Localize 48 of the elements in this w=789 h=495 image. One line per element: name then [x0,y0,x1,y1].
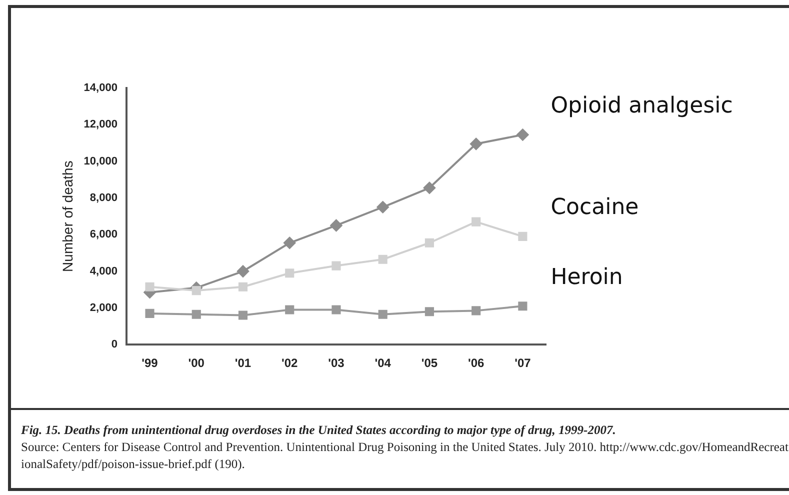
point [145,308,154,318]
x-tick-label: '05 [421,356,438,370]
series-label: Opioid analgesic [550,93,733,118]
x-tick-label: '03 [328,356,345,370]
point [332,305,341,314]
point [424,238,434,248]
y-tick-label: 8,000 [90,192,118,204]
source-note: Source: Centers for Disease Control and Prevention. Unintentional Drug Poisoning in the United States. July 2010. http://www.cdc.gov/HomeandRecreationalSafety/pdf/poison-issue-brief.pdf (190). [21,439,789,473]
point [192,286,201,296]
y-tick-label: 6,000 [90,228,118,241]
x-tick-label: '00 [188,356,205,370]
point [424,307,434,316]
x-tick-label: '04 [374,356,392,370]
y-tick-label: 0 [111,338,118,351]
point [284,236,296,249]
y-tick-label: 2,000 [90,302,118,314]
y-tick-label: 4,000 [90,265,118,278]
point [518,302,528,311]
point [518,232,528,241]
text: Fig. 15. Deaths from unintentional drug overdoses in the United States according to major type of drug, 1999-2007. [21,422,617,439]
point [472,217,481,226]
y-axis-title: Number of deaths [59,160,76,272]
point [285,305,294,314]
y-tick-label: 14,000 [84,82,118,94]
x-tick-label: '07 [514,356,532,370]
point [376,201,389,214]
point [470,138,482,150]
point [145,282,154,292]
point [423,182,436,194]
point [378,310,388,319]
point [516,128,529,141]
point [472,306,481,316]
point [285,268,294,278]
point [330,219,342,232]
series-label: Heroin [550,264,623,290]
y-tick-label: 12,000 [84,118,118,131]
series-label: Cocaine [550,195,639,220]
x-tick-label: '06 [468,356,484,370]
point [332,261,341,270]
x-tick-label: '99 [142,356,158,370]
point [238,310,248,320]
point [236,265,249,278]
point [192,310,201,319]
y-tick-label: 10,000 [84,155,118,168]
x-tick-label: '02 [282,356,298,370]
point [238,282,248,292]
x-tick-label: '01 [234,356,252,370]
point [378,254,388,264]
